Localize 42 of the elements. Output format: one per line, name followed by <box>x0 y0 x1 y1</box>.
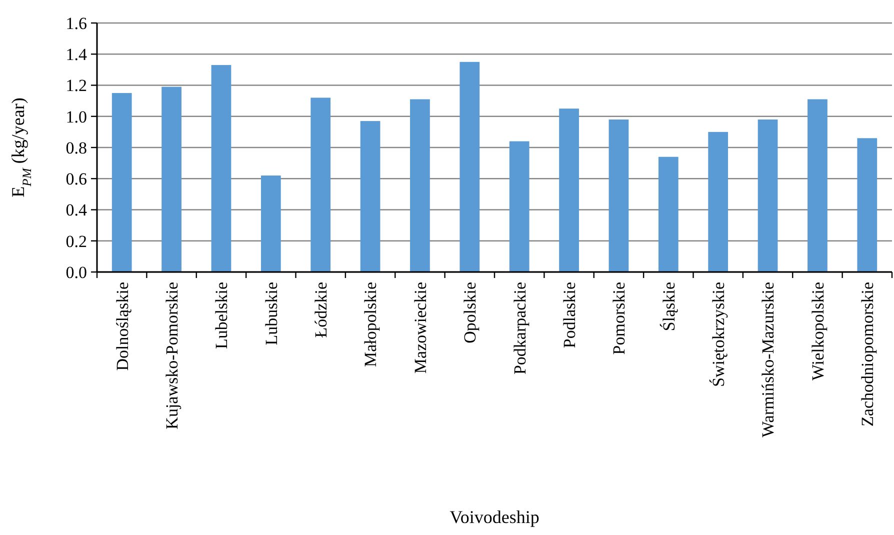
y-tick-label: 1.4 <box>66 45 88 64</box>
bar <box>559 108 579 272</box>
x-tick-label: Małopolskie <box>361 282 380 367</box>
bar <box>808 99 828 272</box>
bar <box>260 176 281 272</box>
x-tick-label: Podlaskie <box>560 282 579 348</box>
y-tick-label: 0.8 <box>66 138 87 158</box>
y-tick-label: 1.0 <box>66 107 87 126</box>
bar <box>162 86 182 272</box>
y-tick-label: 1.2 <box>66 76 87 96</box>
bar <box>608 119 629 272</box>
y-tick-label: 0.2 <box>66 232 87 251</box>
x-tick-label: Mazowieckie <box>410 282 430 374</box>
x-tick-label: Lubuskie <box>262 282 281 346</box>
bar <box>658 156 678 272</box>
x-axis-title: Voivodeship <box>450 507 540 527</box>
x-tick-label: Warmińsko-Mazurskie <box>758 282 778 438</box>
x-tick-label: Wielkopolskie <box>808 282 828 380</box>
x-tick-label: Łódzkie <box>312 282 331 338</box>
x-tick-label: Dolnośląskie <box>112 282 132 371</box>
x-tick-label: Lubelskie <box>212 282 232 350</box>
x-tick-label: Pomorskie <box>610 282 629 355</box>
bar <box>758 119 778 272</box>
x-tick-label: Zachodniopomorskie <box>858 282 878 426</box>
bar <box>360 121 380 272</box>
x-tick-label: Kujawsko-Pomorskie <box>162 282 182 430</box>
bar <box>509 141 530 272</box>
x-tick-label: Śląskie <box>659 282 678 332</box>
y-tick-label: 1.6 <box>66 14 87 33</box>
y-tick-label: 0.4 <box>66 200 88 220</box>
bar <box>112 93 132 272</box>
x-tick-label: Opolskie <box>460 282 480 344</box>
bar <box>211 65 232 272</box>
bar <box>708 132 728 272</box>
x-tick-label: Świętokrzyskie <box>709 282 728 387</box>
x-tick-label: Podkarpackie <box>510 282 530 375</box>
bar <box>310 98 331 272</box>
y-tick-label: 0.0 <box>66 262 87 282</box>
y-tick-label: 0.6 <box>66 170 87 189</box>
bar <box>460 62 480 272</box>
bar <box>857 138 878 272</box>
bar <box>410 99 430 272</box>
